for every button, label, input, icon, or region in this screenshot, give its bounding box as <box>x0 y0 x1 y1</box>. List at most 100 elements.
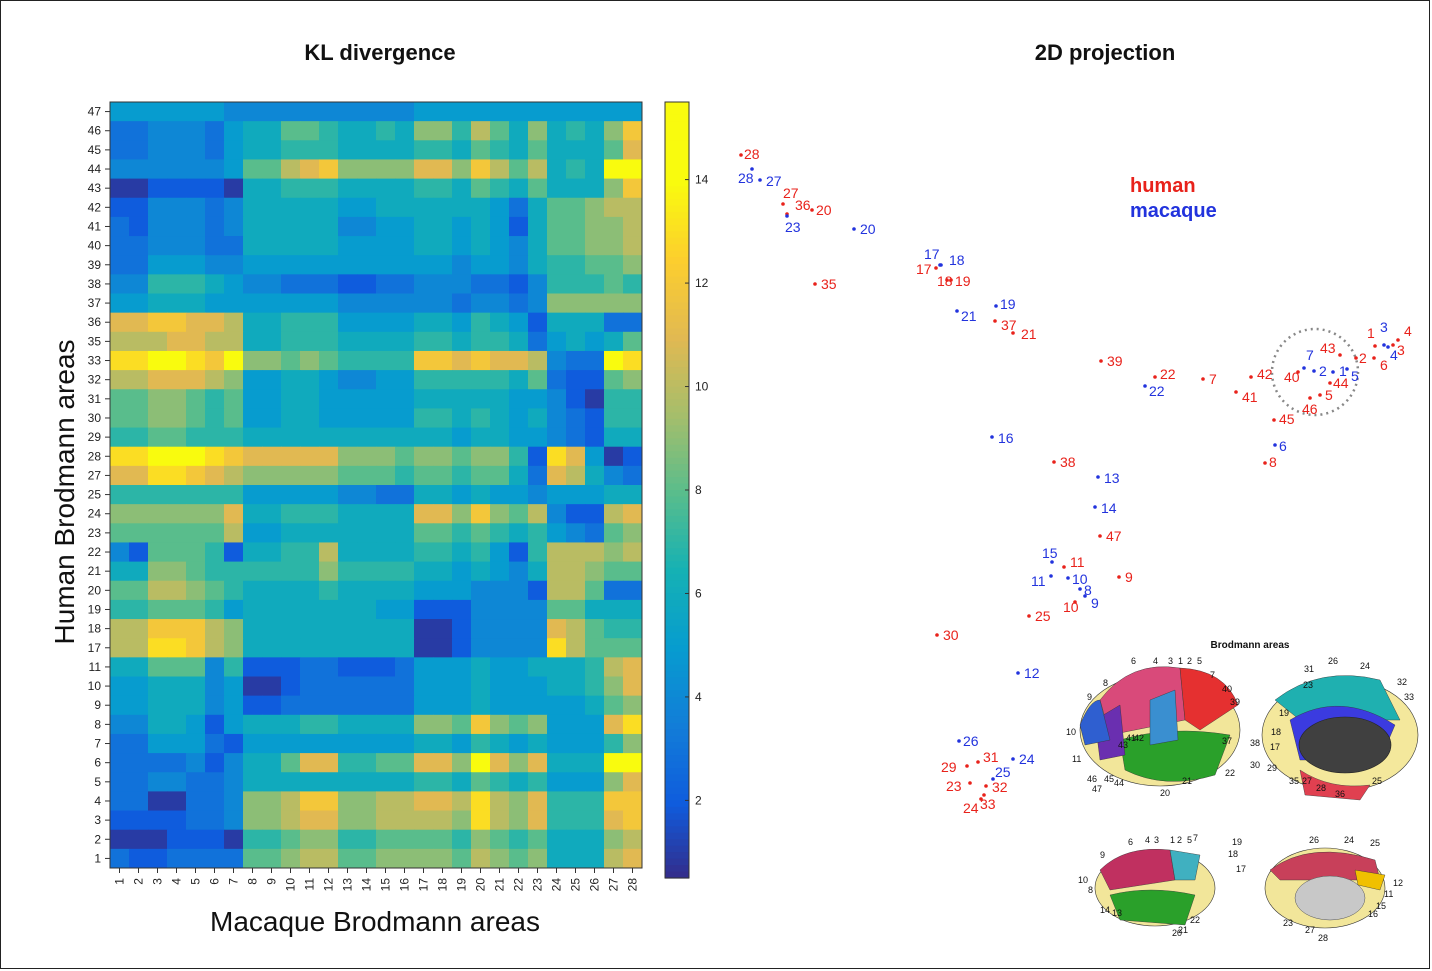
heatmap-cell <box>129 695 149 716</box>
heatmap-cell <box>528 140 548 160</box>
y-tick-label: 32 <box>88 373 102 387</box>
brain-area-label: 1 <box>1178 656 1183 666</box>
heatmap-cell <box>319 350 339 371</box>
macaque-point-label: 11 <box>1031 573 1046 589</box>
heatmap-cell <box>110 312 130 333</box>
brain-area-label: 14 <box>1100 905 1110 915</box>
heatmap-cell <box>395 140 415 160</box>
heatmap-cell <box>414 389 434 409</box>
colorbar-step <box>665 438 689 446</box>
heatmap-cell <box>319 370 339 390</box>
heatmap-cell <box>509 542 529 563</box>
heatmap-cell <box>471 542 491 563</box>
heatmap-cell <box>490 638 510 658</box>
heatmap-cell <box>338 293 358 314</box>
heatmap-cell <box>395 772 415 792</box>
colorbar-step <box>665 367 689 375</box>
heatmap-cell <box>167 657 187 677</box>
heatmap-cell <box>110 350 130 371</box>
heatmap-cell <box>319 255 339 275</box>
heatmap-cell <box>357 504 377 524</box>
macaque-point <box>1273 443 1277 447</box>
heatmap-cell <box>186 293 206 314</box>
heatmap-cell <box>509 810 529 831</box>
colorbar-step <box>665 418 689 426</box>
heatmap-cell <box>243 657 263 677</box>
colorbar-step <box>665 405 689 413</box>
heatmap-cell <box>319 274 339 294</box>
heatmap-cell <box>338 638 358 658</box>
heatmap-cell <box>376 599 396 620</box>
heatmap-cell <box>528 102 548 122</box>
heatmap-cell <box>471 791 491 812</box>
heatmap-cell <box>490 580 510 601</box>
heatmap-cell <box>262 695 282 716</box>
heatmap-cell <box>300 829 320 850</box>
heatmap-cell <box>167 485 187 505</box>
heatmap-cell <box>490 427 510 448</box>
heatmap-cell <box>509 772 529 792</box>
heatmap-cell <box>224 848 244 869</box>
brain-area-label: 37 <box>1222 736 1232 746</box>
heatmap-cell <box>300 695 320 716</box>
heatmap-cell <box>319 427 339 448</box>
heatmap-cell <box>490 293 510 314</box>
heatmap-cell <box>262 370 282 390</box>
heatmap-cell <box>186 810 206 831</box>
y-tick-label: 39 <box>88 258 102 272</box>
heatmap-cell <box>186 695 206 716</box>
heatmap-cell <box>129 370 149 390</box>
macaque-point-label: 16 <box>998 430 1014 446</box>
heatmap-cell <box>300 427 320 448</box>
heatmap-cell <box>186 140 206 160</box>
heatmap-cell <box>319 197 339 218</box>
heatmap-cell <box>262 810 282 831</box>
brain-area-label: 25 <box>1370 838 1380 848</box>
heatmap-cell <box>414 427 434 448</box>
x-tick-label: 9 <box>265 878 279 885</box>
heatmap-cell <box>509 791 529 812</box>
heatmap-cell <box>205 465 225 486</box>
heatmap-cell <box>300 848 320 869</box>
brain-area-label: 35 <box>1289 776 1299 786</box>
heatmap-cell <box>167 504 187 524</box>
heatmap-cell <box>452 350 472 371</box>
human-point-label: 27 <box>783 185 799 201</box>
heatmap-cell <box>414 848 434 869</box>
heatmap-cell <box>623 504 643 524</box>
x-tick-label: 6 <box>208 878 222 885</box>
heatmap-cell <box>414 523 434 543</box>
heatmap-cell <box>547 389 567 409</box>
heatmap-cell <box>357 657 377 677</box>
y-tick-label: 44 <box>88 162 102 176</box>
heatmap-cell <box>357 408 377 429</box>
colorbar-step <box>665 244 689 252</box>
heatmap-cell <box>433 829 453 850</box>
macaque-point-label: 14 <box>1101 500 1117 516</box>
heatmap-cell <box>148 561 168 582</box>
heatmap-cell <box>357 676 377 697</box>
brain-region <box>1079 699 1111 746</box>
heatmap-cell <box>509 159 529 180</box>
heatmap-cell <box>205 829 225 850</box>
heatmap-cell <box>110 121 130 141</box>
human-point <box>1062 565 1066 569</box>
heatmap-cell <box>224 791 244 812</box>
heatmap-cell <box>205 274 225 294</box>
heatmap-cell <box>566 619 586 639</box>
heatmap-cell <box>376 312 396 333</box>
heatmap-cell <box>547 714 567 735</box>
brain-area-label: 6 <box>1128 837 1133 847</box>
heatmap-cell <box>205 427 225 448</box>
heatmap-cell <box>452 676 472 697</box>
heatmap-cell <box>604 619 624 639</box>
heatmap-cell <box>471 331 491 352</box>
human-point-label: 9 <box>1125 569 1133 585</box>
heatmap-cell <box>604 561 624 582</box>
heatmap-cell <box>224 465 244 486</box>
heatmap-cell <box>110 465 130 486</box>
macaque-point-label: 6 <box>1279 438 1287 454</box>
brain-area-label: 17 <box>1270 742 1280 752</box>
heatmap-cell <box>167 791 187 812</box>
heatmap-cell <box>471 427 491 448</box>
